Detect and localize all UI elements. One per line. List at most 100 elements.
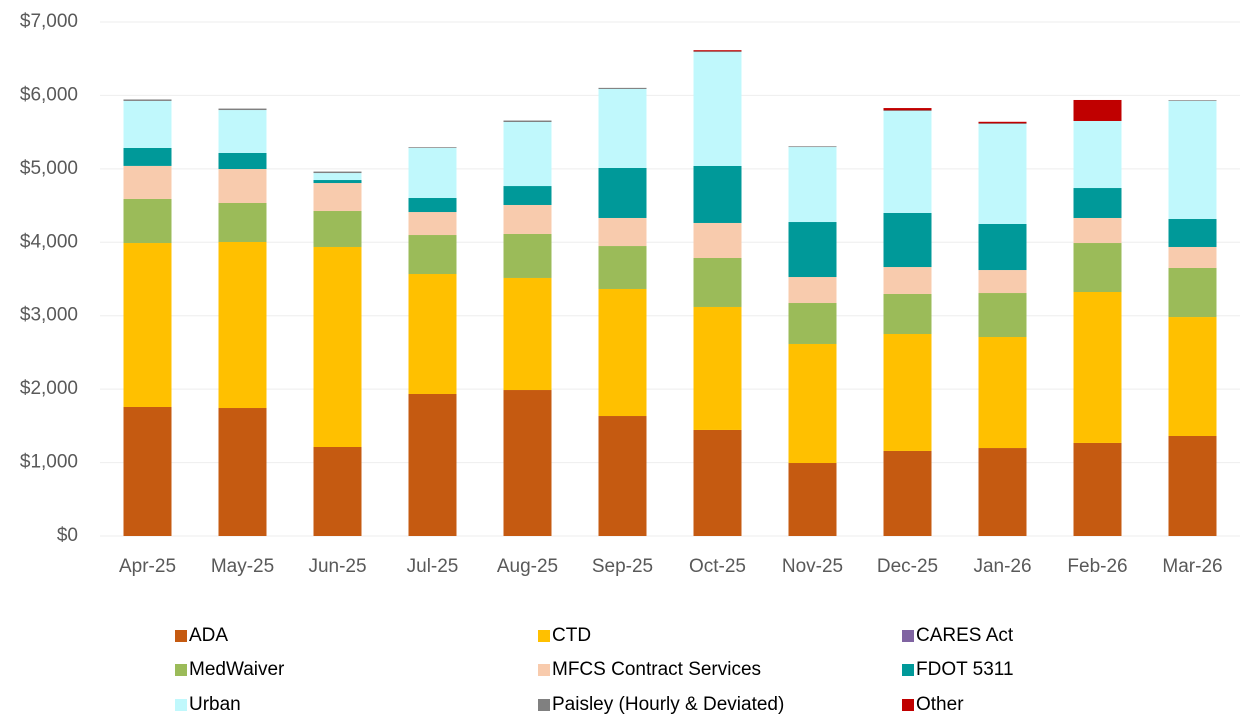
bar-segment	[1073, 188, 1122, 218]
bar-segment	[218, 241, 267, 409]
bar-segment	[883, 333, 932, 451]
bar-segment	[503, 233, 552, 278]
bar-segment	[788, 222, 837, 278]
y-tick-label: $2,000	[20, 378, 78, 399]
bar-segment	[313, 447, 362, 536]
bar-segment	[408, 235, 457, 275]
y-tick-label: $3,000	[20, 305, 78, 326]
bar-segment	[503, 186, 552, 205]
bar-segment	[978, 337, 1027, 449]
x-tick-label: Oct-25	[689, 556, 746, 577]
bar-segment	[1073, 120, 1122, 189]
bar-segment	[693, 306, 742, 430]
bar-segment	[883, 108, 932, 111]
bar-segment	[978, 121, 1027, 124]
bar-segment	[788, 343, 837, 464]
bar-segment	[313, 171, 362, 174]
legend-label: Paisley (Hourly & Deviated)	[552, 694, 784, 715]
bar-segment	[693, 50, 742, 52]
bar-segment	[1168, 101, 1217, 220]
bar-segment	[123, 406, 172, 536]
bar-segment	[503, 204, 552, 234]
legend-label: MedWaiver	[189, 659, 285, 680]
legend-swatch	[902, 699, 914, 711]
bar-segment	[218, 408, 267, 536]
bar-segment	[598, 88, 647, 168]
bar-segment	[598, 416, 647, 536]
bar-segment	[788, 303, 837, 344]
bar-segment	[1168, 246, 1217, 268]
bar-segment	[1073, 291, 1122, 443]
bar-segment	[978, 123, 1027, 124]
y-tick-label: $6,000	[20, 84, 78, 105]
bar-segment	[883, 110, 932, 213]
bar-segment	[883, 110, 932, 111]
bar-segment	[883, 293, 932, 334]
legend-swatch	[175, 630, 187, 642]
x-tick-label: Feb-26	[1067, 556, 1127, 577]
bar-segment	[693, 257, 742, 307]
x-tick-label: May-25	[211, 556, 274, 577]
bar-segment	[1073, 99, 1122, 121]
legend-swatch	[175, 699, 187, 711]
bar-segment	[693, 222, 742, 258]
bar-segment	[883, 450, 932, 536]
bar-segment	[123, 100, 172, 148]
bar-segment	[218, 203, 267, 242]
bar-segment	[1168, 267, 1217, 318]
x-tick-label: Mar-26	[1162, 556, 1222, 577]
legend-label: CARES Act	[916, 625, 1014, 646]
y-tick-label: $0	[57, 525, 78, 546]
y-tick-label: $1,000	[20, 452, 78, 473]
legend-label: Other	[916, 694, 964, 715]
bar-segment	[313, 180, 362, 184]
y-tick-label: $5,000	[20, 158, 78, 179]
bar-segment	[788, 463, 837, 536]
bar-segment	[503, 120, 552, 123]
bar-segment	[313, 173, 362, 181]
bar-segment	[218, 108, 267, 111]
bar-segment	[1168, 100, 1217, 102]
bar-segment	[123, 243, 172, 407]
bar-segment	[408, 274, 457, 394]
bar-segment	[1073, 217, 1122, 244]
bar-segment	[598, 217, 647, 247]
bar-segment	[598, 167, 647, 218]
bar-segment	[218, 169, 267, 204]
legend-swatch	[538, 664, 550, 676]
bar-segment	[693, 51, 742, 53]
bar-segment	[313, 246, 362, 448]
bar-segment	[693, 165, 742, 223]
bar-segment	[1168, 317, 1217, 436]
bar-segment	[408, 147, 457, 149]
bar-segment	[313, 211, 362, 247]
bar-segment	[598, 87, 647, 89]
x-tick-label: Nov-25	[782, 556, 843, 577]
bar-segment	[978, 293, 1027, 338]
bar-segment	[598, 246, 647, 289]
legend-label: ADA	[189, 625, 228, 646]
bar-segment	[1073, 243, 1122, 292]
legend-swatch	[175, 664, 187, 676]
bar-segment	[408, 393, 457, 536]
legend-label: FDOT 5311	[916, 659, 1014, 680]
bar-segment	[978, 270, 1027, 294]
bar-segment	[978, 224, 1027, 271]
x-tick-label: Sep-25	[592, 556, 653, 577]
bar-segment	[1168, 435, 1217, 536]
bar-segment	[123, 147, 172, 166]
bar-segment	[503, 277, 552, 391]
legend-label: Urban	[189, 694, 241, 715]
legend-label: CTD	[552, 625, 591, 646]
bar-segment	[883, 267, 932, 294]
x-tick-label: Jan-26	[973, 556, 1031, 577]
bar-segment	[693, 429, 742, 536]
x-tick-label: Apr-25	[119, 556, 176, 577]
bar-segment	[1168, 219, 1217, 247]
legend-swatch	[538, 630, 550, 642]
bar-segment	[123, 198, 172, 244]
bar-segment	[123, 165, 172, 199]
bar-segment	[503, 122, 552, 187]
legend-swatch	[902, 664, 914, 676]
